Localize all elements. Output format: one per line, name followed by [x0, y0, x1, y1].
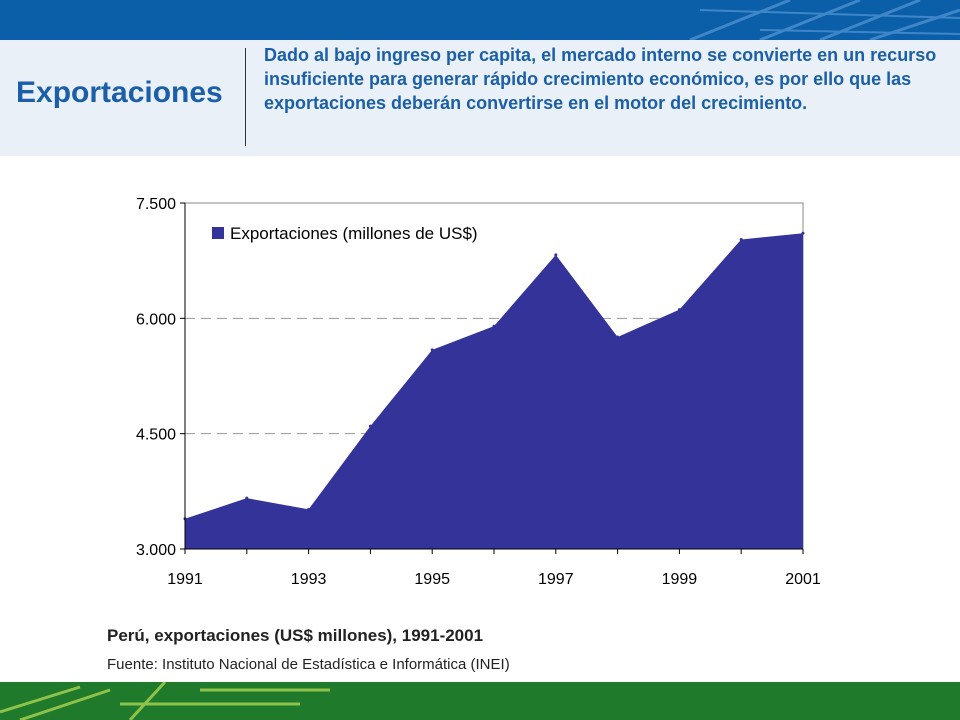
data-point	[554, 253, 558, 257]
data-point	[430, 348, 434, 352]
data-point	[801, 231, 805, 235]
chart-caption: Perú, exportaciones (US$ millones), 1991…	[107, 626, 484, 645]
x-tick-label: 1997	[538, 571, 574, 588]
x-tick-label: 1993	[291, 571, 327, 588]
data-point	[677, 308, 681, 312]
x-tick-label: 1999	[662, 571, 698, 588]
x-tick-label: 1995	[414, 571, 450, 588]
chart-source: Fuente: Instituto Nacional de Estadístic…	[107, 656, 510, 673]
legend-swatch	[212, 227, 224, 239]
y-tick-label: 4.500	[136, 427, 176, 444]
bottom-decorative-band	[0, 682, 960, 720]
top-band-pattern	[689, 0, 960, 40]
page-title: Exportaciones	[16, 76, 223, 109]
data-point	[739, 237, 743, 241]
header-panel: Exportaciones Dado al bajo ingreso per c…	[0, 40, 960, 156]
y-tick-label: 7.500	[136, 196, 176, 213]
data-point	[368, 424, 372, 428]
series-area-exportaciones	[185, 233, 803, 549]
data-point	[245, 496, 249, 500]
x-tick-label: 2001	[785, 571, 821, 588]
data-point	[616, 335, 620, 339]
data-point	[307, 507, 311, 511]
x-tick-label: 1991	[167, 571, 203, 588]
legend-label: Exportaciones (millones de US$)	[230, 224, 478, 243]
top-decorative-band	[0, 0, 960, 40]
header-description: Dado al bajo ingreso per capita, el merc…	[264, 45, 937, 113]
data-point	[492, 324, 496, 328]
header-divider	[245, 48, 246, 146]
y-tick-label: 3.000	[136, 542, 176, 559]
bottom-band-pattern	[0, 682, 330, 720]
y-tick-label: 6.000	[136, 311, 176, 328]
